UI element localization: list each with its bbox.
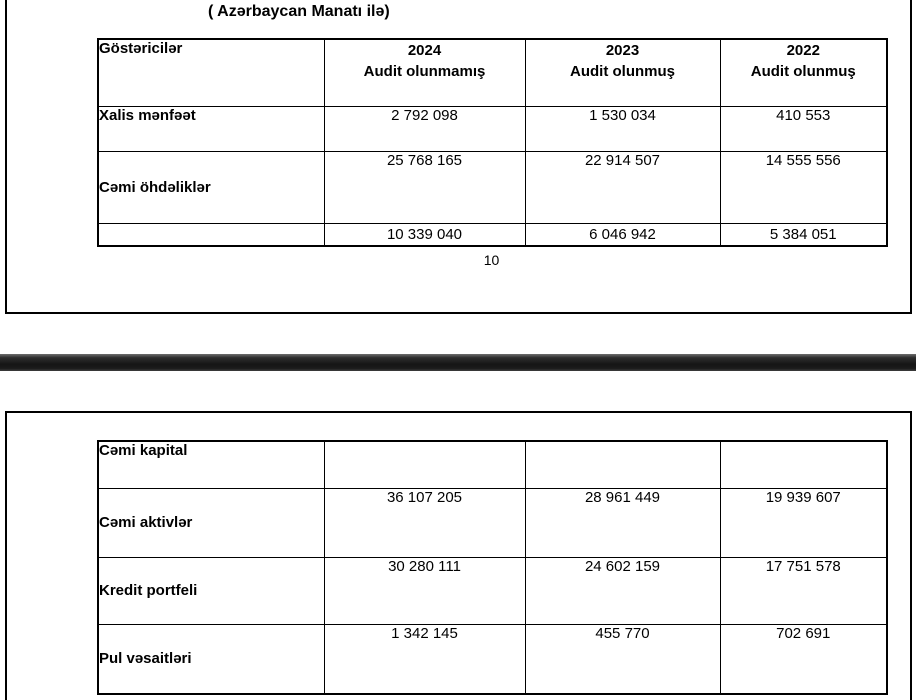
page-number: 10 (483, 252, 500, 268)
financials-table-page1: Göstəricilər 2024 Audit olunmamış 2023 A… (97, 38, 888, 247)
table-row: 10 339 040 6 046 942 5 384 051 (97, 222, 888, 247)
table-row: Cəmi aktivlər 36 107 205 28 961 449 19 9… (97, 487, 888, 558)
cell-value: 24 602 159 (524, 556, 721, 625)
cell-value: 410 553 (719, 105, 888, 152)
financials-table-page2: Cəmi kapital Cəmi aktivlər 36 107 205 28… (97, 440, 888, 695)
row-label: Xalis mənfəət (97, 105, 325, 152)
table-row: Pul vəsaitləri 1 342 145 455 770 702 691 (97, 623, 888, 695)
table-row: Kredit portfeli 30 280 111 24 602 159 17… (97, 556, 888, 625)
table-row: Cəmi öhdəliklər 25 768 165 22 914 507 14… (97, 150, 888, 224)
page-separator-bar (0, 354, 916, 371)
cell-value: 14 555 556 (719, 150, 888, 224)
col-header-2022: 2022 Audit olunmuş (719, 38, 888, 107)
cell-value: 702 691 (719, 623, 888, 695)
table-row: Xalis mənfəət 2 792 098 1 530 034 410 55… (97, 105, 888, 152)
col-header-year: 2022 (786, 42, 820, 59)
row-label (97, 222, 325, 247)
row-label: Pul vəsaitləri (97, 623, 325, 695)
col-header-status: Audit olunmuş (750, 63, 856, 80)
col-header-status: Audit olunmuş (570, 63, 675, 80)
cell-value (323, 440, 526, 489)
cell-value: 25 768 165 (323, 150, 526, 224)
cell-value (524, 440, 721, 489)
cell-value: 6 046 942 (524, 222, 721, 247)
cell-value: 30 280 111 (323, 556, 526, 625)
cell-value: 28 961 449 (524, 487, 721, 558)
row-label: Kredit portfeli (97, 556, 325, 625)
table-row: Cəmi kapital (97, 440, 888, 489)
col-header-2024: 2024 Audit olunmamış (323, 38, 526, 107)
col-header-year: 2023 (605, 42, 640, 59)
cell-value: 19 939 607 (719, 487, 888, 558)
cell-value: 22 914 507 (524, 150, 721, 224)
cell-value: 17 751 578 (719, 556, 888, 625)
cell-value: 455 770 (524, 623, 721, 695)
col-header-status: Audit olunmamış (363, 63, 486, 80)
currency-note: ( Azərbaycan Manatı ilə) (208, 3, 390, 20)
cell-value: 36 107 205 (323, 487, 526, 558)
cell-value: 1 530 034 (524, 105, 721, 152)
header-indicators-label: Göstəricilər (97, 38, 325, 107)
col-header-2023: 2023 Audit olunmuş (524, 38, 721, 107)
row-label: Cəmi öhdəliklər (97, 150, 325, 224)
cell-value (719, 440, 888, 489)
cell-value: 10 339 040 (323, 222, 526, 247)
row-label: Cəmi aktivlər (97, 487, 325, 558)
cell-value: 2 792 098 (323, 105, 526, 152)
cell-value: 5 384 051 (719, 222, 888, 247)
row-label: Cəmi kapital (97, 440, 325, 489)
col-header-year: 2024 (407, 42, 442, 59)
cell-value: 1 342 145 (323, 623, 526, 695)
table-header-row: Göstəricilər 2024 Audit olunmamış 2023 A… (97, 38, 888, 107)
